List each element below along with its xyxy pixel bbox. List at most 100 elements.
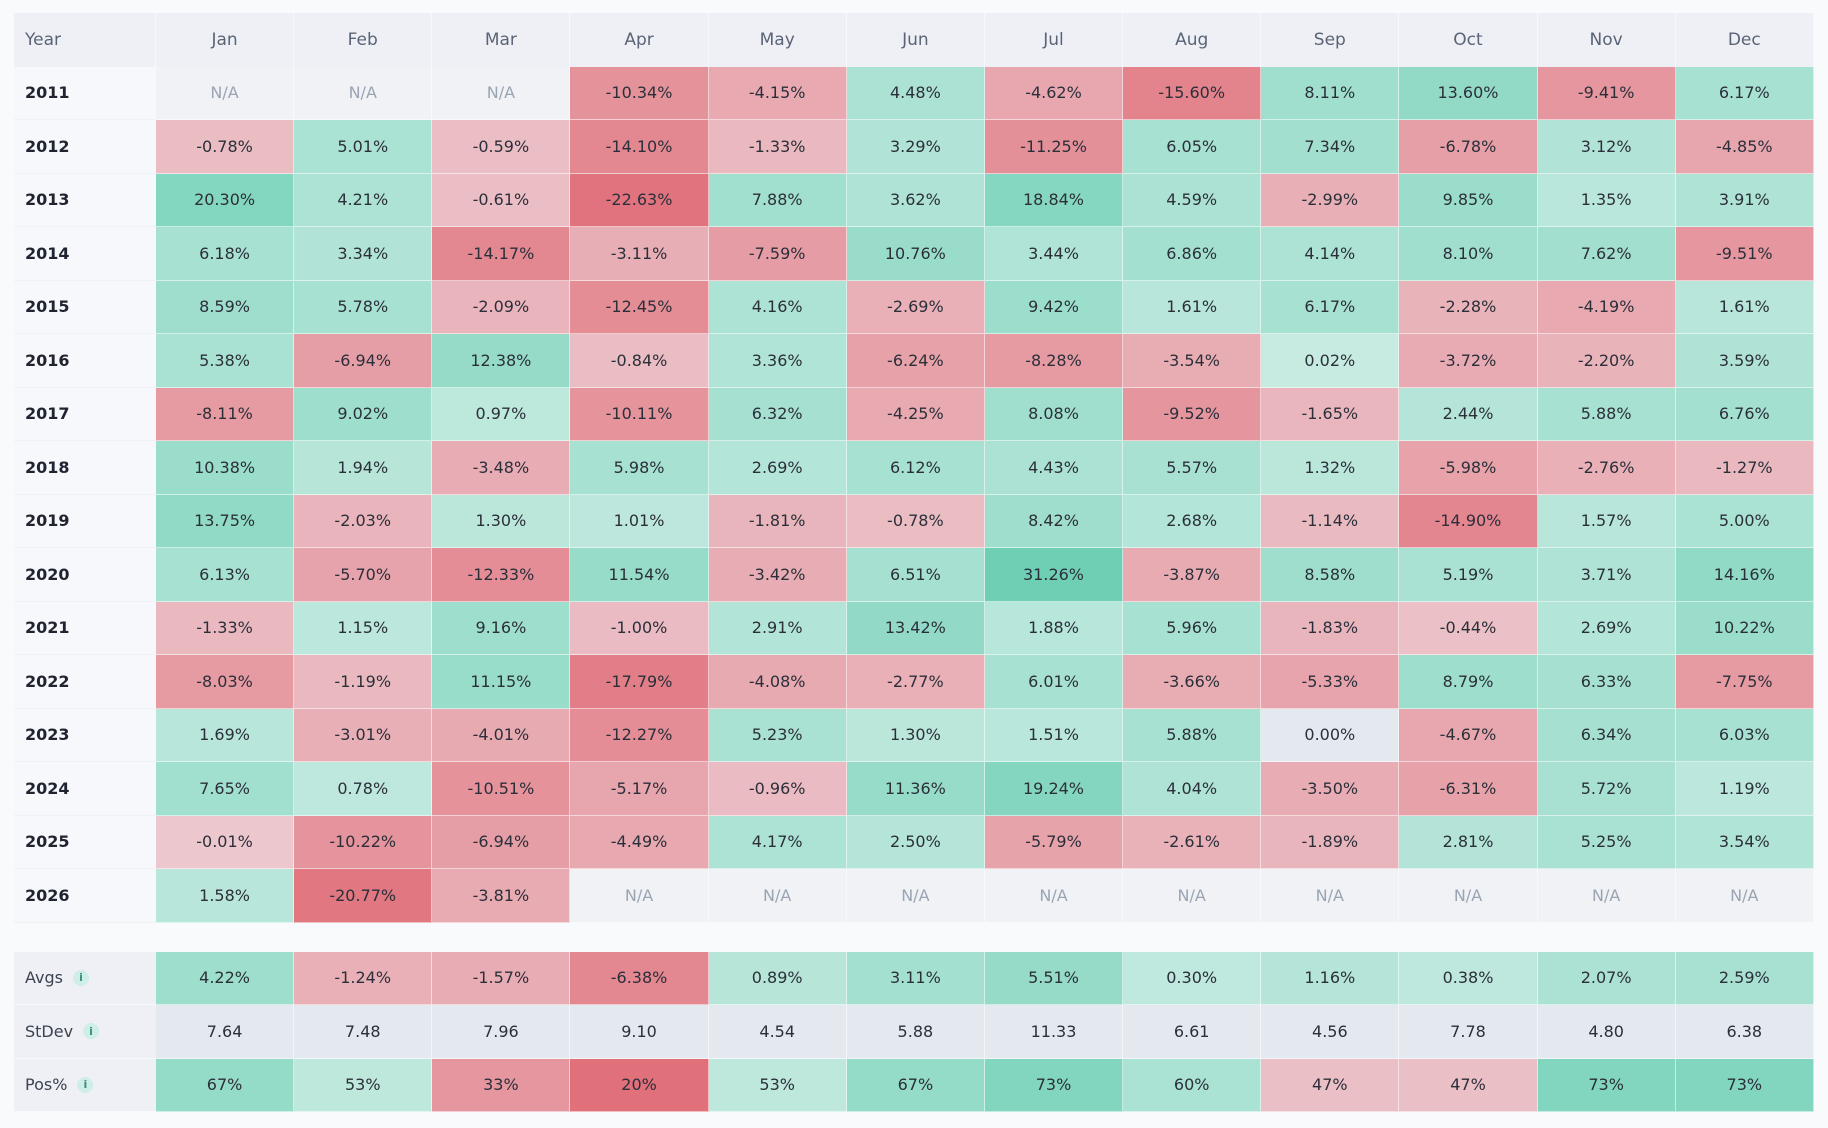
year-label: 2011 [14, 66, 156, 120]
return-cell: 3.29% [846, 120, 985, 174]
return-cell: 5.88% [1537, 387, 1676, 441]
return-cell: -7.75% [1675, 655, 1814, 709]
return-cell: N/A [1675, 869, 1814, 923]
return-cell: 6.17% [1261, 280, 1400, 334]
return-cell: -6.94% [432, 815, 571, 869]
monthly-returns-heatmap: Year Jan Feb Mar Apr May Jun Jul Aug Sep Oct Nov Dec… [14, 13, 1814, 1112]
return-cell: N/A [708, 869, 847, 923]
return-cell: -0.96% [708, 762, 847, 816]
return-cell: -1.83% [1261, 601, 1400, 655]
return-cell: -1.27% [1675, 441, 1814, 495]
return-cell: 18.84% [984, 173, 1124, 227]
return-cell: -6.31% [1399, 762, 1538, 816]
month-column-header[interactable]: Jan [156, 13, 295, 67]
return-cell: 4.14% [1261, 227, 1400, 281]
return-cell: -3.72% [1399, 334, 1538, 388]
info-icon[interactable]: i [77, 1076, 94, 1093]
month-column-header[interactable]: Apr [570, 13, 709, 67]
return-cell: 19.24% [984, 762, 1124, 816]
return-cell: -4.08% [708, 655, 847, 709]
return-cell: -3.50% [1261, 762, 1400, 816]
returns-table: Year Jan Feb Mar Apr May Jun Jul Aug Sep Oct Nov Dec… [14, 13, 1814, 923]
return-cell: -10.22% [294, 815, 433, 869]
return-cell: N/A [156, 66, 295, 120]
return-cell: 10.76% [846, 227, 985, 281]
return-cell: -7.59% [708, 227, 847, 281]
return-cell: 8.10% [1399, 227, 1538, 281]
stdev-row-cell: 11.33 [984, 1005, 1124, 1059]
return-cell: 1.57% [1537, 494, 1676, 548]
month-column-header[interactable]: Nov [1537, 13, 1676, 67]
return-cell: -2.20% [1537, 334, 1676, 388]
return-cell: 2.68% [1123, 494, 1262, 548]
month-column-header[interactable]: May [708, 13, 847, 67]
month-column-header[interactable]: Sep [1261, 13, 1400, 67]
return-cell: 9.42% [984, 280, 1124, 334]
return-cell: 13.75% [156, 494, 295, 548]
month-column-header[interactable]: Oct [1399, 13, 1538, 67]
stdev-row-cell: 6.38 [1675, 1005, 1814, 1059]
info-icon[interactable]: i [83, 1023, 100, 1040]
year-label: 2015 [14, 280, 156, 334]
return-cell: 11.15% [432, 655, 571, 709]
year-label: 2022 [14, 655, 156, 709]
summary-label-text: Avgs [25, 968, 63, 988]
return-cell: -3.54% [1123, 334, 1262, 388]
return-cell: -8.03% [156, 655, 295, 709]
return-cell: -15.60% [1123, 66, 1262, 120]
return-cell: 2.50% [846, 815, 985, 869]
return-cell: -2.69% [846, 280, 985, 334]
return-cell: 3.91% [1675, 173, 1814, 227]
return-cell: 6.76% [1675, 387, 1814, 441]
month-column-header[interactable]: Jul [984, 13, 1124, 67]
year-label: 2025 [14, 815, 156, 869]
return-cell: -1.14% [1261, 494, 1400, 548]
return-cell: 5.25% [1537, 815, 1676, 869]
positive-pct-row-cell: 47% [1399, 1058, 1538, 1112]
avgs-row-cell: 5.51% [984, 951, 1124, 1005]
stdev-row-cell: 7.96 [432, 1005, 571, 1059]
return-cell: -5.70% [294, 548, 433, 602]
month-column-header[interactable]: Mar [432, 13, 571, 67]
year-column-header[interactable]: Year [14, 13, 156, 67]
return-cell: -3.87% [1123, 548, 1262, 602]
return-cell: 1.69% [156, 708, 295, 762]
return-cell: -10.34% [570, 66, 709, 120]
month-column-header[interactable]: Aug [1123, 13, 1262, 67]
return-cell: 6.01% [984, 655, 1124, 709]
year-label: 2017 [14, 387, 156, 441]
return-cell: N/A [1123, 869, 1262, 923]
positive-pct-row-cell: 60% [1123, 1058, 1262, 1112]
return-cell: -5.17% [570, 762, 709, 816]
return-cell: 13.42% [846, 601, 985, 655]
month-column-header[interactable]: Jun [846, 13, 985, 67]
return-cell: 1.19% [1675, 762, 1814, 816]
return-cell: -8.11% [156, 387, 295, 441]
month-column-header[interactable]: Feb [294, 13, 433, 67]
avgs-row-cell: 4.22% [156, 951, 295, 1005]
avgs-row-cell: 0.30% [1123, 951, 1262, 1005]
year-label: 2021 [14, 601, 156, 655]
return-cell: 5.23% [708, 708, 847, 762]
return-cell: -12.27% [570, 708, 709, 762]
return-cell: 1.30% [432, 494, 571, 548]
positive-pct-row-cell: 67% [156, 1058, 295, 1112]
return-cell: -2.28% [1399, 280, 1538, 334]
return-cell: 4.17% [708, 815, 847, 869]
return-cell: -20.77% [294, 869, 433, 923]
return-cell: 11.54% [570, 548, 709, 602]
return-cell: 6.17% [1675, 66, 1814, 120]
return-cell: 5.88% [1123, 708, 1262, 762]
return-cell: 9.16% [432, 601, 571, 655]
month-column-header[interactable]: Dec [1675, 13, 1814, 67]
stdev-row-cell: 4.80 [1537, 1005, 1676, 1059]
return-cell: 1.35% [1537, 173, 1676, 227]
return-cell: 3.44% [984, 227, 1124, 281]
return-cell: -3.11% [570, 227, 709, 281]
return-cell: 6.12% [846, 441, 985, 495]
return-cell: 1.51% [984, 708, 1124, 762]
return-cell: -11.25% [984, 120, 1124, 174]
info-icon[interactable]: i [72, 969, 89, 986]
return-cell: 4.48% [846, 66, 985, 120]
return-cell: 3.36% [708, 334, 847, 388]
